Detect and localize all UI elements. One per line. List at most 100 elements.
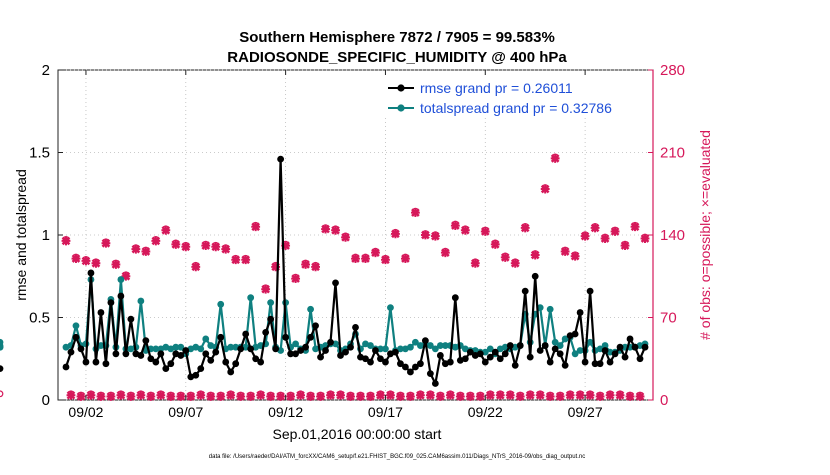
obs-evaluated-plus <box>415 390 425 400</box>
axes: 09/02 09/07 09/12 09/17 09/22 09/27 0 0.5 1 1.5 2 0… <box>29 62 685 420</box>
obs-evaluated-plus <box>146 392 156 401</box>
obs-evaluated-plus <box>620 241 630 251</box>
totalspread-point <box>227 343 235 351</box>
obs-evaluated-point <box>311 262 320 272</box>
obs-evaluated-point <box>460 225 470 235</box>
rmse-point <box>541 342 549 349</box>
rmse-point <box>461 355 469 363</box>
obs-evaluated-plus <box>595 392 605 401</box>
rmse-point <box>476 350 484 358</box>
obs-evaluated-point <box>226 390 236 400</box>
rmse-point <box>237 345 245 353</box>
obs-evaluated-plus <box>535 390 545 400</box>
totalspread-point <box>546 305 554 313</box>
legend: rmse grand pr = 0.26011 totalspread gran… <box>383 76 651 118</box>
obs-evaluated-point <box>465 392 475 401</box>
y-left-tick-label: 1 <box>42 227 50 244</box>
obs-evaluated-plus <box>630 222 640 232</box>
obs-evaluated-point <box>216 392 226 401</box>
rmse-point <box>82 358 90 366</box>
obs-evaluated-point <box>86 390 96 400</box>
x-tick-label: 09/27 <box>568 404 603 420</box>
obs-evaluated-point <box>246 392 256 401</box>
obs-evaluated-plus <box>480 227 490 236</box>
obs-evaluated-plus <box>490 240 500 249</box>
obs-evaluated-plus <box>570 251 580 261</box>
rmse-point <box>501 350 509 358</box>
rmse-point <box>347 343 354 351</box>
rmse-point <box>421 337 429 344</box>
rmse-point <box>506 342 514 349</box>
rmse-series <box>0 155 649 387</box>
rmse-point <box>222 358 230 366</box>
rmse-point <box>322 347 329 354</box>
obs-evaluated-plus <box>331 225 340 235</box>
obs-evaluated-plus <box>91 258 101 268</box>
obs-evaluated-point <box>455 392 465 401</box>
totalspread-point <box>152 345 160 353</box>
obs-evaluated-point <box>600 234 610 243</box>
rmse-point <box>292 350 300 358</box>
obs-evaluated-point <box>610 227 620 236</box>
obs-evaluated-plus <box>515 392 525 401</box>
obs-evaluated-point <box>296 390 306 400</box>
rmse-point <box>117 292 125 300</box>
x-tick-label: 09/22 <box>468 404 503 420</box>
rmse-point <box>152 358 160 366</box>
obs-evaluated-plus <box>111 260 121 269</box>
y-left-tick-label: 0 <box>42 392 50 409</box>
obs-evaluated-point <box>440 248 450 258</box>
rmse-point <box>337 352 344 359</box>
rmse-point <box>262 328 270 336</box>
obs-evaluated-point <box>540 184 550 194</box>
obs-evaluated-plus <box>400 254 410 263</box>
rmse-point <box>167 360 175 368</box>
obs-evaluated-plus <box>321 224 330 234</box>
totalspread-point <box>292 340 300 348</box>
obs-evaluated-point <box>396 392 405 401</box>
obs-evaluated-point <box>565 390 575 400</box>
obs-evaluated-point <box>605 390 615 400</box>
obs-evaluated-point <box>286 392 296 401</box>
obs-evaluated-point <box>336 390 345 400</box>
obs-evaluated-point <box>201 241 211 251</box>
obs-evaluated-plus <box>545 392 555 401</box>
obs-evaluated-point <box>351 254 360 263</box>
totalspread-point <box>247 294 255 302</box>
obs-evaluated-point <box>485 390 495 400</box>
obs-evaluated-point <box>535 390 545 400</box>
obs-evaluated-point <box>630 222 640 232</box>
obs-evaluated-point <box>595 392 605 401</box>
obs-evaluated-point <box>450 221 460 230</box>
obs-evaluated-plus <box>66 390 76 400</box>
obs-evaluated-point <box>376 390 385 400</box>
obs-evaluated-point <box>480 227 490 236</box>
obs-evaluated-plus <box>610 227 620 236</box>
obs-evaluated-point <box>81 256 91 266</box>
obs-evaluated-plus <box>236 392 246 401</box>
obs-evaluated-plus <box>445 390 455 400</box>
rmse-point <box>641 343 649 351</box>
obs-evaluated-plus <box>311 262 320 272</box>
obs-evaluated-plus <box>640 234 650 243</box>
rmse-point <box>112 350 120 358</box>
obs-evaluated-plus <box>565 390 575 400</box>
totalspread-point <box>441 342 449 349</box>
obs-evaluated-point <box>306 392 315 401</box>
chart-title-line1: Southern Hemisphere 7872 / 7905 = 99.583… <box>239 29 555 46</box>
obs-evaluated-point <box>520 223 530 233</box>
obs-evaluated-point <box>530 250 540 260</box>
obs-evaluated-point <box>316 392 325 401</box>
obs-evaluated-plus <box>525 390 535 400</box>
rmse-point <box>67 348 75 356</box>
obs-evaluated-plus <box>530 250 540 260</box>
totalspread-point <box>436 342 444 349</box>
rmse-point <box>202 350 210 358</box>
rmse-point <box>182 347 190 354</box>
obs-evaluated-plus <box>176 392 186 401</box>
obs-evaluated-plus <box>405 392 415 401</box>
rmse-point <box>531 272 539 280</box>
totalspread-point <box>411 338 419 346</box>
rmse-point <box>267 315 275 323</box>
